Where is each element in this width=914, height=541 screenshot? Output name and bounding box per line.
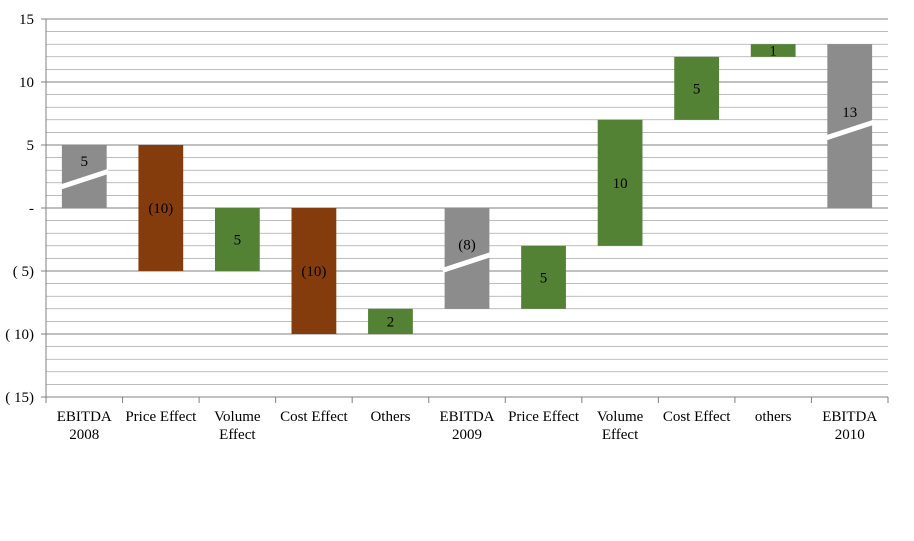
axis-break-mark	[59, 168, 110, 190]
x-category-label: Effect	[602, 427, 639, 443]
y-axis-tick-labels: 15 10 5 - ( 5) ( 10) ( 15)	[5, 12, 34, 406]
bar-negative	[291, 208, 337, 334]
y-tick-label: ( 10)	[5, 327, 34, 343]
data-label: 10	[613, 176, 628, 192]
axis-break-mark	[441, 252, 493, 273]
y-tick-label: 15	[19, 12, 34, 28]
x-category-label: 2008	[69, 427, 99, 443]
bar-positive	[214, 208, 260, 271]
x-category-label: Volume	[597, 409, 644, 425]
x-category-label: Effect	[219, 427, 256, 443]
bar-positive	[521, 245, 566, 309]
bar-negative	[138, 145, 184, 271]
data-label: 2	[387, 314, 395, 330]
y-tick-label: ( 15)	[5, 390, 34, 406]
x-category-label: EBITDA	[440, 409, 495, 425]
data-label: (8)	[458, 237, 476, 253]
y-tick-label: 10	[19, 75, 34, 91]
x-category-label: 2009	[452, 427, 482, 443]
x-category-label: others	[755, 409, 792, 425]
data-label: 5	[540, 270, 548, 286]
x-category-label: Cost Effect	[663, 409, 731, 425]
data-label: (10)	[301, 264, 326, 280]
x-category-label: 2010	[835, 427, 865, 443]
bars	[59, 44, 875, 334]
axes	[41, 18, 889, 403]
data-label: 1	[769, 44, 777, 60]
x-category-label: Cost Effect	[280, 409, 348, 425]
bar-positive	[368, 308, 413, 334]
bar-positive	[750, 44, 796, 57]
x-category-label: Price Effect	[508, 409, 580, 425]
bar-positive	[597, 119, 643, 246]
x-category-label: Price Effect	[125, 409, 197, 425]
data-label: 13	[842, 105, 857, 121]
data-label: 5	[693, 81, 701, 97]
axis-break-mark	[824, 119, 875, 141]
x-axis-category-labels: EBITDA 2008 Price Effect Volume Effect Cost E…	[57, 409, 878, 443]
bar-positive	[674, 56, 720, 120]
y-tick-label: -	[29, 201, 34, 217]
x-category-label: Others	[370, 409, 410, 425]
data-labels: 5 (10) 5 (10) 2 (8) 5 10 5 1 13	[81, 44, 858, 331]
x-category-label: Volume	[214, 409, 261, 425]
y-tick-label: 5	[27, 138, 35, 154]
data-label: (10)	[148, 201, 173, 217]
x-category-label: EBITDA	[822, 409, 877, 425]
y-tick-label: ( 5)	[13, 264, 34, 280]
data-label: 5	[234, 233, 242, 249]
x-category-label: EBITDA	[57, 409, 112, 425]
data-label: 5	[81, 154, 89, 170]
